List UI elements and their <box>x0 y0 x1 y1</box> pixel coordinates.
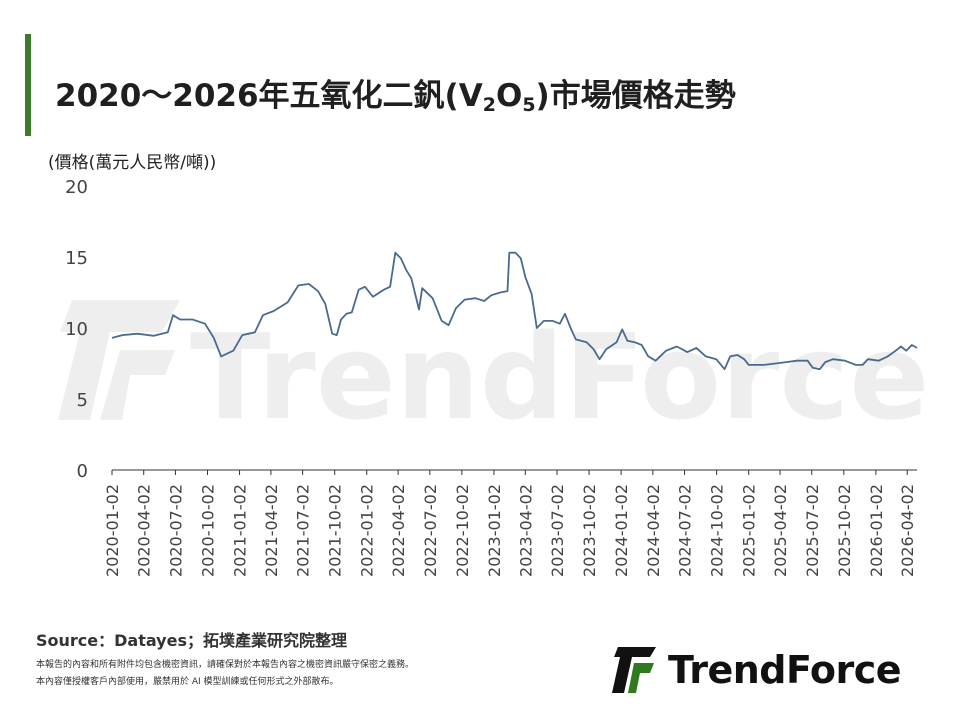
disclaimer-line-1: 本報告的內容和所有附件均包含機密資訊，請確保對於本報告內容之機密資訊嚴守保密之義… <box>36 660 415 670</box>
x-tick-label: 2026-04-02 <box>898 484 917 577</box>
x-tick-label: 2023-04-02 <box>516 484 535 577</box>
chart-watermark: TrendForce <box>190 308 929 446</box>
disclaimer-line-2: 本內容僅授權客戶內部使用，嚴禁用於 AI 模型訓練或任何形式之外部散布。 <box>36 677 339 687</box>
x-tick-label: 2023-07-02 <box>548 484 567 577</box>
x-tick-label: 2020-10-02 <box>198 484 217 577</box>
x-tick-label: 2023-01-02 <box>485 484 504 577</box>
title-sub-2: 2 <box>482 94 496 116</box>
y-tick-label: 0 <box>77 461 88 482</box>
chart-title: 2020～2026年五氧化二釩(V2O5)市場價格走勢 <box>55 70 736 116</box>
series-line-price <box>111 251 918 371</box>
x-tick-label: 2023-10-02 <box>580 484 599 577</box>
x-tick-label: 2022-07-02 <box>421 484 440 577</box>
trendforce-logo: TrendForce <box>610 644 902 696</box>
title-mid: O <box>495 78 523 114</box>
x-tick-label: 2022-10-02 <box>453 484 472 577</box>
x-tick-label: 2026-01-02 <box>867 484 886 577</box>
title-end: )市場價格走勢 <box>535 78 736 114</box>
watermark-logo-icon <box>58 300 180 420</box>
x-tick-label: 2022-01-02 <box>358 484 377 577</box>
x-tick-label: 2024-07-02 <box>676 484 695 577</box>
x-tick-label: 2021-04-02 <box>262 484 281 577</box>
y-tick-label: 10 <box>65 319 88 340</box>
y-tick-label: 15 <box>65 248 88 269</box>
title-accent-bar <box>25 34 31 136</box>
x-tick-label: 2024-01-02 <box>612 484 631 577</box>
y-tick-label: 5 <box>77 390 88 411</box>
x-tick-label: 2024-04-02 <box>644 484 663 577</box>
title-sub-5: 5 <box>522 94 536 116</box>
x-tick-label: 2025-01-02 <box>740 484 759 577</box>
x-tick-label: 2020-04-02 <box>135 484 154 577</box>
y-tick-label: 20 <box>65 177 88 198</box>
y-axis-label: (價格(萬元人民幣/噸)) <box>48 153 216 173</box>
x-tick-label: 2021-07-02 <box>294 484 313 577</box>
x-tick-label: 2021-10-02 <box>326 484 345 577</box>
price-line-chart: TrendForce (價格(萬元人民幣/噸)) 0 5 10 15 20 2020-0… <box>48 153 929 577</box>
title-main: 2020～2026年五氧化二釩(V <box>55 78 483 114</box>
trendforce-logo-icon <box>612 647 656 693</box>
x-tick-label: 2020-07-02 <box>166 484 185 577</box>
x-tick-label: 2021-01-02 <box>231 484 250 577</box>
x-tick-label: 2022-04-02 <box>389 484 408 577</box>
source-note: Source：Datayes；拓墣產業研究院整理 <box>36 631 347 650</box>
x-axis-ticks: 2020-01-02 2020-04-02 2020-07-02 2020-10-02… <box>103 470 917 577</box>
x-tick-label: 2025-07-02 <box>803 484 822 577</box>
brand-name: TrendForce <box>668 648 902 692</box>
y-axis-ticks: 0 5 10 15 20 <box>65 177 88 482</box>
x-tick-label: 2025-04-02 <box>771 484 790 577</box>
x-tick-label: 2025-10-02 <box>835 484 854 577</box>
x-tick-label: 2024-10-02 <box>708 484 727 577</box>
x-tick-label: 2020-01-02 <box>103 484 122 577</box>
